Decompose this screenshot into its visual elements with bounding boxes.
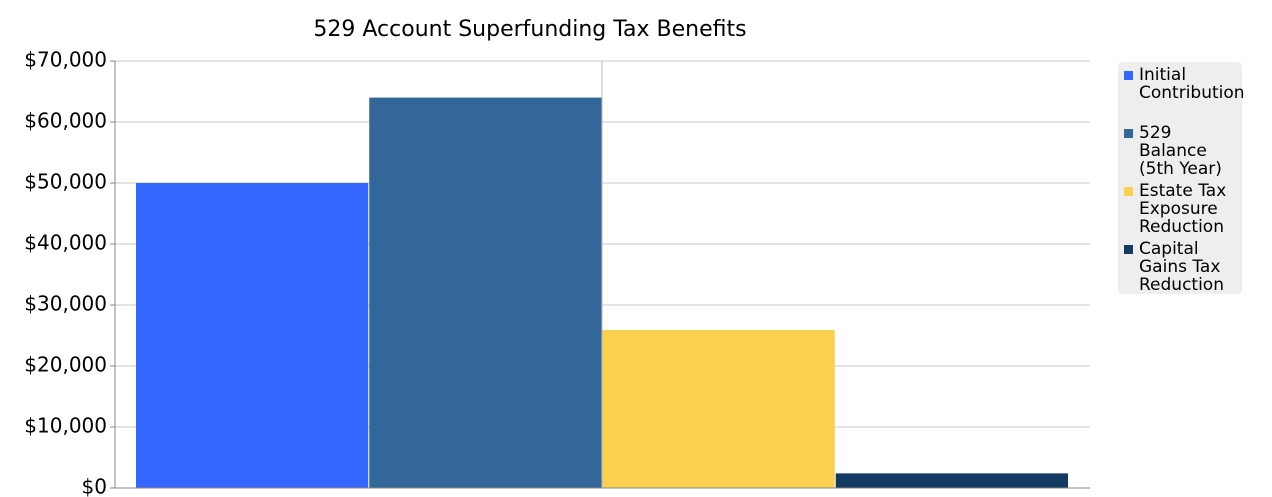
legend-item: Initial Contribution [1124, 66, 1245, 120]
bar [136, 183, 369, 488]
y-tick-label: $10,000 [24, 414, 107, 438]
legend-label: Estate Tax Exposure Reduction [1139, 181, 1227, 237]
y-tick-label: $20,000 [24, 353, 107, 377]
legend-swatch [1124, 71, 1133, 80]
legend-label: Initial Contribution [1139, 65, 1245, 103]
y-tick-label: $70,000 [24, 48, 107, 72]
chart-title: 529 Account Superfunding Tax Benefits [313, 17, 746, 42]
legend-item: Capital Gains Tax Reduction [1124, 240, 1236, 294]
legend-swatch [1124, 129, 1133, 138]
y-tick-label: $30,000 [24, 292, 107, 316]
bar [369, 97, 602, 488]
bar [835, 473, 1068, 488]
y-tick-label: $40,000 [24, 231, 107, 255]
legend-swatch [1124, 187, 1133, 196]
y-tick-label: $50,000 [24, 170, 107, 194]
legend-label: 529 Balance (5th Year) [1139, 123, 1222, 179]
legend: Initial Contribution 529 Balance (5th Yea… [1118, 62, 1245, 294]
legend-item: 529 Balance (5th Year) [1124, 124, 1236, 178]
bar [602, 330, 835, 488]
legend-item: Estate Tax Exposure Reduction [1124, 182, 1236, 236]
y-tick-label: $60,000 [24, 109, 107, 133]
legend-label: Capital Gains Tax Reduction [1139, 239, 1224, 295]
y-tick-label: $0 [82, 475, 107, 497]
legend-swatch [1124, 245, 1133, 254]
